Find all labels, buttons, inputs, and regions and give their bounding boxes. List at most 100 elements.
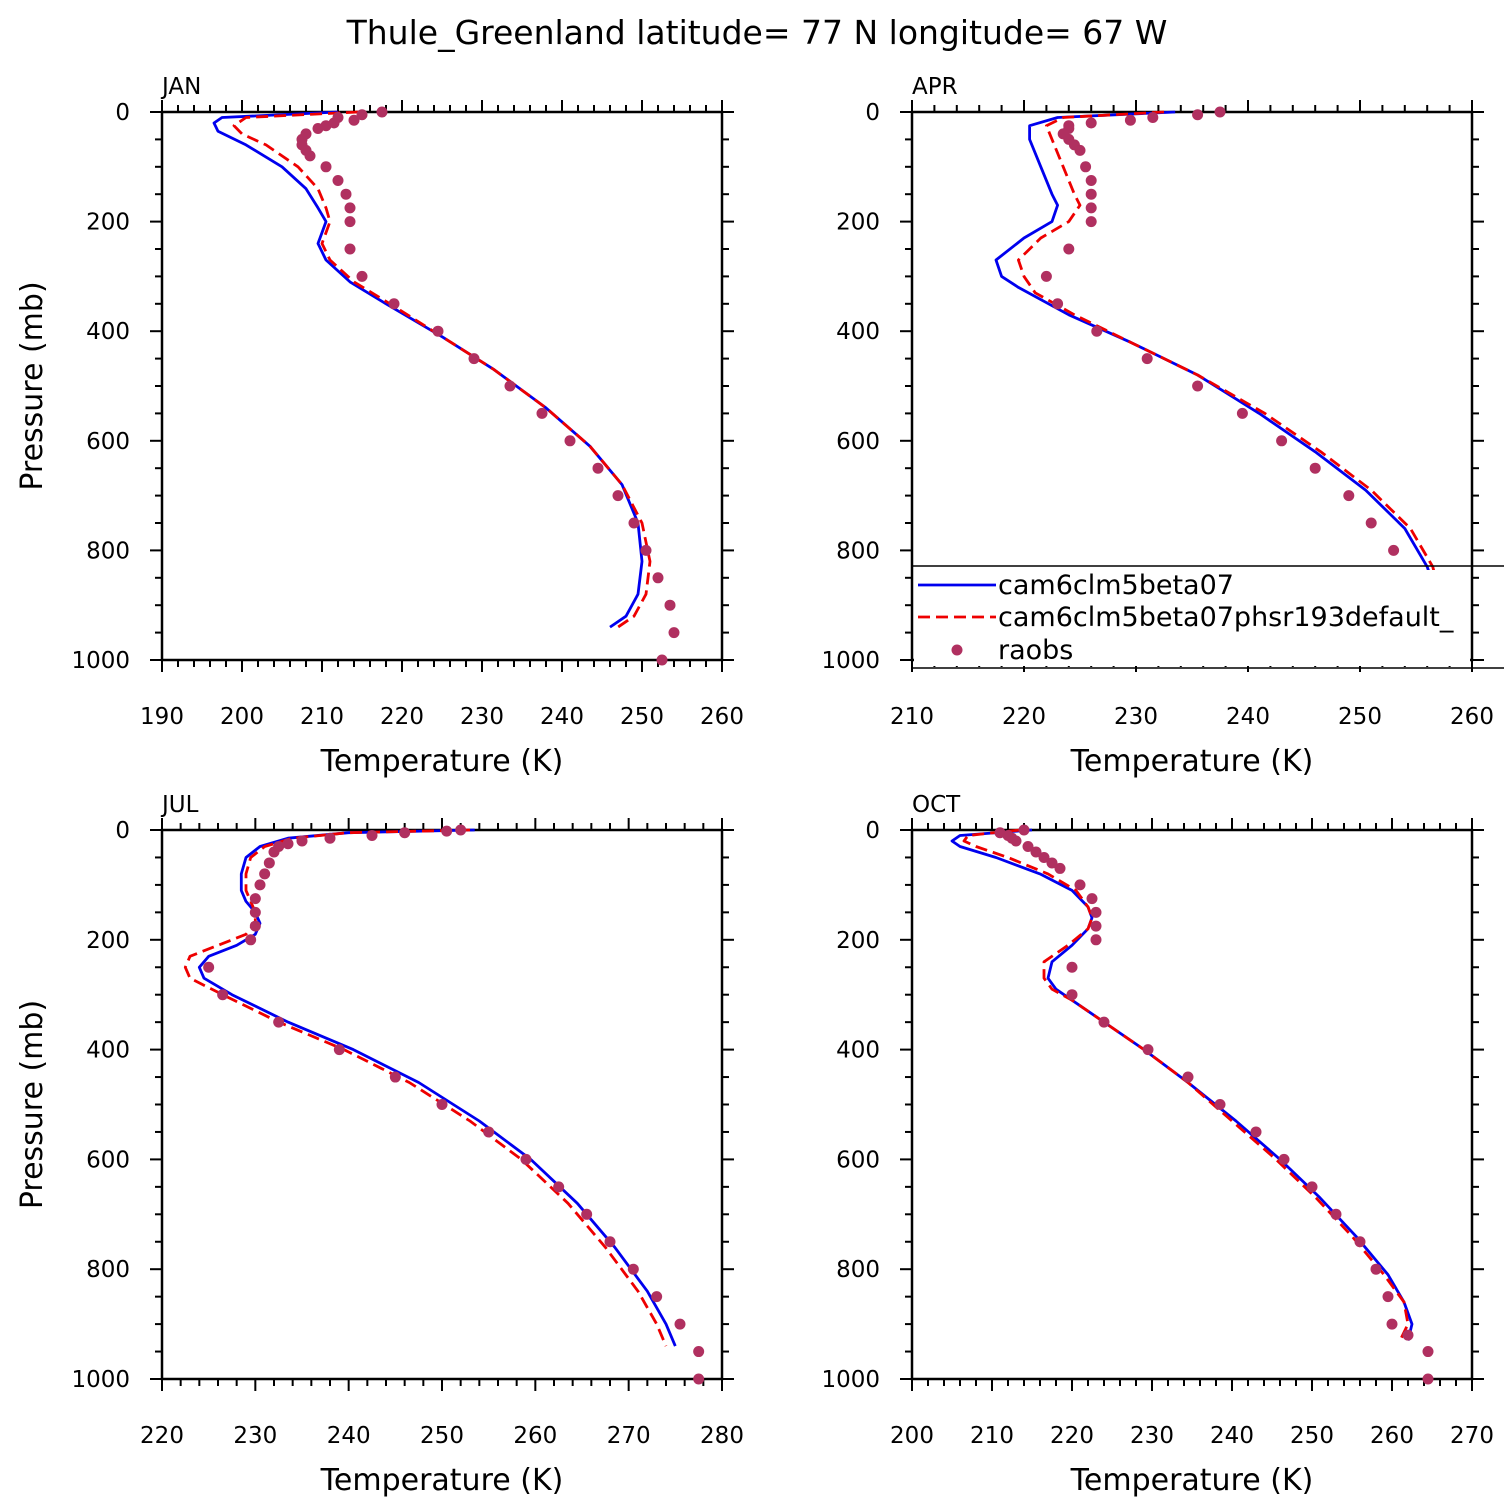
series-line-cam6clm5beta07 bbox=[212, 110, 644, 629]
y-tick-label: 400 bbox=[836, 319, 880, 345]
raobs-point bbox=[376, 106, 388, 118]
x-tick-label: 220 bbox=[140, 1423, 184, 1449]
y-tick-label: 800 bbox=[836, 1257, 880, 1283]
raobs-point bbox=[344, 243, 356, 255]
x-axis-label: Temperature (K) bbox=[320, 744, 564, 779]
y-tick-label: 800 bbox=[836, 538, 880, 564]
raobs-point bbox=[1182, 1071, 1194, 1083]
raobs-point bbox=[604, 1236, 616, 1248]
raobs-point bbox=[1142, 1044, 1154, 1056]
raobs-point bbox=[324, 832, 336, 844]
raobs-point bbox=[1090, 906, 1102, 918]
raobs-point bbox=[399, 827, 411, 839]
x-tick-label: 250 bbox=[1290, 1423, 1334, 1449]
raobs-point bbox=[1063, 243, 1075, 255]
series-line-cam6clm5beta07phsr193default bbox=[232, 110, 652, 629]
raobs-point bbox=[581, 1208, 593, 1220]
legend: cam6clm5beta07cam6clm5beta07phsr193defau… bbox=[912, 565, 1504, 669]
raobs-point bbox=[320, 161, 332, 173]
x-tick-label: 250 bbox=[620, 704, 664, 730]
raobs-point bbox=[1091, 325, 1103, 337]
y-tick-label: 400 bbox=[86, 319, 130, 345]
panel-label: JUL bbox=[160, 792, 199, 818]
raobs-point bbox=[612, 490, 624, 502]
series-line-cam6clm5beta07phsr193default bbox=[1017, 110, 1442, 634]
x-tick-label: 210 bbox=[890, 704, 934, 730]
x-tick-label: 250 bbox=[420, 1423, 464, 1449]
x-tick-label: 210 bbox=[970, 1423, 1014, 1449]
raobs-point bbox=[263, 857, 275, 869]
raobs-point bbox=[1010, 835, 1022, 847]
raobs-point bbox=[693, 1373, 705, 1385]
y-tick-label: 1000 bbox=[821, 1367, 880, 1393]
raobs-point bbox=[1388, 544, 1400, 556]
raobs-point bbox=[1085, 117, 1097, 129]
raobs-point bbox=[1098, 1016, 1110, 1028]
raobs-point bbox=[1090, 920, 1102, 932]
raobs-point bbox=[483, 1126, 495, 1138]
x-tick-label: 260 bbox=[513, 1423, 557, 1449]
raobs-point bbox=[1066, 961, 1078, 973]
raobs-point bbox=[1052, 298, 1064, 310]
raobs-point bbox=[304, 150, 316, 162]
raobs-point bbox=[1038, 851, 1050, 863]
series-line-cam6clm5beta07 bbox=[950, 828, 1414, 1341]
raobs-point bbox=[441, 825, 453, 837]
x-tick-label: 260 bbox=[700, 704, 744, 730]
y-tick-label: 600 bbox=[86, 429, 130, 455]
raobs-point bbox=[564, 435, 576, 447]
raobs-point bbox=[1354, 1236, 1366, 1248]
raobs-point bbox=[1382, 1291, 1394, 1303]
y-tick-label: 1000 bbox=[71, 648, 130, 674]
x-tick-label: 240 bbox=[327, 1423, 371, 1449]
raobs-point bbox=[249, 920, 261, 932]
raobs-point bbox=[1250, 1126, 1262, 1138]
raobs-point bbox=[693, 1346, 705, 1358]
x-tick-label: 220 bbox=[1002, 704, 1046, 730]
raobs-point bbox=[1086, 893, 1098, 905]
panel-label: OCT bbox=[912, 792, 961, 818]
raobs-point bbox=[1147, 111, 1159, 123]
raobs-point bbox=[1085, 216, 1097, 228]
raobs-point bbox=[1276, 435, 1288, 447]
raobs-point bbox=[388, 298, 400, 310]
x-tick-label: 230 bbox=[1114, 704, 1158, 730]
raobs-point bbox=[1309, 462, 1321, 474]
raobs-point bbox=[536, 407, 548, 419]
x-tick-label: 260 bbox=[1450, 704, 1494, 730]
raobs-point bbox=[254, 879, 266, 891]
raobs-point bbox=[668, 627, 680, 639]
y-tick-label: 0 bbox=[115, 100, 130, 126]
raobs-point bbox=[1124, 114, 1136, 126]
raobs-point bbox=[652, 572, 664, 584]
x-tick-label: 260 bbox=[1370, 1423, 1414, 1449]
legend-label-cam6clm5beta07: cam6clm5beta07 bbox=[998, 570, 1234, 601]
x-tick-label: 190 bbox=[140, 704, 184, 730]
y-tick-label: 600 bbox=[836, 429, 880, 455]
y-tick-label: 0 bbox=[865, 818, 880, 844]
y-tick-label: 1000 bbox=[821, 648, 880, 674]
raobs-point bbox=[1214, 106, 1226, 118]
plot-frame bbox=[160, 110, 724, 662]
x-tick-label: 270 bbox=[1450, 1423, 1494, 1449]
raobs-point bbox=[1085, 202, 1097, 214]
raobs-point bbox=[1090, 934, 1102, 946]
raobs-point bbox=[1192, 109, 1204, 121]
y-axis-label: Pressure (mb) bbox=[15, 1000, 50, 1209]
panel-jul: JUL 220 230 240 250 260 270 280 0 200 400 600 800 100… bbox=[15, 792, 744, 1498]
raobs-point bbox=[674, 1318, 686, 1330]
raobs-point bbox=[1066, 989, 1078, 1001]
raobs-point bbox=[1278, 1153, 1290, 1165]
y-axis-label: Pressure (mb) bbox=[15, 281, 50, 490]
raobs-point bbox=[282, 838, 294, 850]
series-line-cam6clm5beta07phsr193default bbox=[962, 828, 1410, 1342]
raobs-point bbox=[1402, 1329, 1414, 1341]
x-tick-label: 200 bbox=[220, 704, 264, 730]
x-tick-label: 280 bbox=[700, 1423, 744, 1449]
y-tick-label: 400 bbox=[86, 1038, 130, 1064]
raobs-point bbox=[1085, 175, 1097, 186]
raobs-point bbox=[1365, 517, 1377, 529]
raobs-point bbox=[1422, 1346, 1434, 1358]
raobs-point bbox=[1018, 824, 1030, 836]
